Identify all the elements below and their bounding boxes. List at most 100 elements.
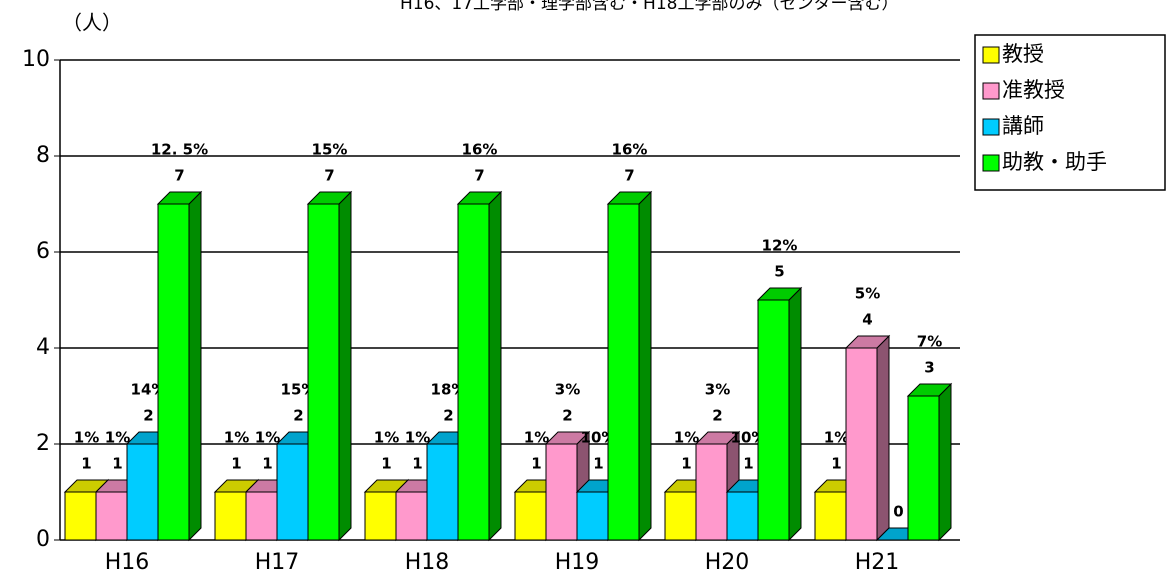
bar xyxy=(844,334,891,542)
legend-label: 教授 xyxy=(1002,42,1044,66)
legend-label: 講師 xyxy=(1002,114,1044,138)
x-tick-label: H16 xyxy=(105,550,150,575)
bar-face xyxy=(814,491,847,541)
bar-face xyxy=(695,443,728,541)
bar-face xyxy=(907,395,940,541)
value-label: 4 xyxy=(862,311,872,329)
bar-face xyxy=(876,334,890,542)
x-tick-label: H18 xyxy=(405,550,450,575)
y-tick-label: 2 xyxy=(36,431,50,456)
value-label: 1 xyxy=(743,455,753,473)
value-label: 1 xyxy=(112,455,122,473)
x-tick-label: H21 xyxy=(855,550,900,575)
y-axis-label: （人） xyxy=(62,11,122,35)
value-label: 7 xyxy=(474,167,484,185)
bar-face xyxy=(95,491,128,541)
percent-label: 16% xyxy=(462,141,498,159)
value-label: 1 xyxy=(593,455,603,473)
bar-face xyxy=(457,203,490,541)
legend-box xyxy=(974,34,1166,191)
bar-face xyxy=(545,443,578,541)
bar xyxy=(756,286,803,542)
bar-face xyxy=(126,443,159,541)
value-label: 3 xyxy=(924,359,934,377)
value-label: 0 xyxy=(893,503,903,521)
percent-label: 1% xyxy=(374,429,399,447)
bar-face xyxy=(338,190,352,542)
value-label: 1 xyxy=(531,455,541,473)
y-tick-label: 0 xyxy=(36,527,50,552)
percent-label: 3% xyxy=(555,381,580,399)
legend-swatch xyxy=(982,46,1000,64)
percent-label: 1% xyxy=(674,429,699,447)
value-label: 2 xyxy=(143,407,153,425)
percent-label: 10% xyxy=(731,429,767,447)
value-label: 7 xyxy=(624,167,634,185)
percent-label: 15% xyxy=(281,381,317,399)
value-label: 5 xyxy=(774,263,784,281)
value-label: 7 xyxy=(324,167,334,185)
bar-face xyxy=(607,203,640,541)
value-label: 1 xyxy=(81,455,91,473)
value-label: 1 xyxy=(412,455,422,473)
legend-swatch xyxy=(982,154,1000,172)
value-label: 1 xyxy=(231,455,241,473)
chart-title: H16、17工学部・理学部含む・H18工学部のみ（センター含む） xyxy=(400,0,898,14)
bar-face xyxy=(395,491,428,541)
percent-label: 7% xyxy=(917,333,942,351)
bar-face xyxy=(638,190,652,542)
legend-label: 助教・助手 xyxy=(1002,150,1107,174)
percent-label: 18% xyxy=(431,381,467,399)
bar xyxy=(906,382,953,542)
percent-label: 16% xyxy=(612,141,648,159)
legend-swatch xyxy=(982,82,1000,100)
bar-face xyxy=(757,299,790,541)
value-label: 1 xyxy=(381,455,391,473)
value-label: 1 xyxy=(262,455,272,473)
bar-face xyxy=(845,347,878,541)
bar-face xyxy=(64,491,97,541)
value-label: 2 xyxy=(562,407,572,425)
bar-face xyxy=(245,491,278,541)
y-tick-label: 6 xyxy=(36,239,50,264)
percent-label: 1% xyxy=(524,429,549,447)
bar-face xyxy=(276,443,309,541)
x-tick-label: H17 xyxy=(255,550,300,575)
x-tick-label: H20 xyxy=(705,550,750,575)
bar-face xyxy=(514,491,547,541)
percent-label: 1% xyxy=(405,429,430,447)
percent-label: 12% xyxy=(762,237,798,255)
percent-label: 1% xyxy=(105,429,130,447)
bar-face xyxy=(157,203,190,541)
bar-face xyxy=(726,491,759,541)
bar-face xyxy=(364,491,397,541)
percent-label: 1% xyxy=(224,429,249,447)
bar-face xyxy=(488,190,502,542)
bar-face xyxy=(426,443,459,541)
percent-label: 3% xyxy=(705,381,730,399)
bar xyxy=(306,190,353,542)
legend-swatch xyxy=(982,118,1000,136)
bar xyxy=(456,190,503,542)
percent-label: 5% xyxy=(855,285,880,303)
bar-face xyxy=(307,203,340,541)
percent-label: 15% xyxy=(312,141,348,159)
legend-label: 准教授 xyxy=(1002,78,1065,102)
bar xyxy=(606,190,653,542)
value-label: 2 xyxy=(443,407,453,425)
bar-face xyxy=(188,190,202,542)
value-label: 1 xyxy=(681,455,691,473)
y-tick-label: 8 xyxy=(36,143,50,168)
bar-face xyxy=(576,491,609,541)
percent-label: 1% xyxy=(255,429,280,447)
percent-label: 1% xyxy=(824,429,849,447)
percent-label: 1% xyxy=(74,429,99,447)
percent-label: 14% xyxy=(131,381,167,399)
value-label: 2 xyxy=(712,407,722,425)
bar xyxy=(156,190,203,542)
bar-face xyxy=(664,491,697,541)
value-label: 7 xyxy=(174,167,184,185)
bar-face xyxy=(788,286,802,542)
percent-label: 12. 5% xyxy=(151,141,208,159)
